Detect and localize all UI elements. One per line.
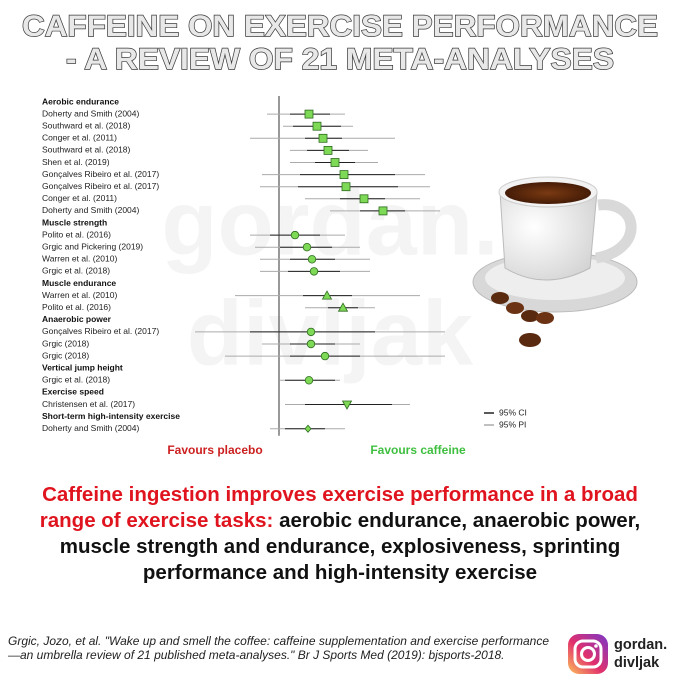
row-label: Warren et al. (2010) — [42, 254, 117, 264]
watermark: gordan. — [161, 172, 498, 274]
row-label: Gonçalves Ribeiro et al. (2017) — [42, 326, 159, 336]
group-label: Aerobic endurance — [42, 96, 119, 106]
title-line: - A REVIEW OF 21 META-ANALYSES — [66, 43, 614, 76]
row-label: Doherty and Smith (2004) — [42, 205, 139, 215]
marker — [312, 121, 322, 131]
row-label: Grgic (2018) — [42, 350, 89, 360]
marker — [378, 206, 388, 216]
instagram-icon — [568, 634, 608, 674]
marker — [341, 182, 351, 192]
group-label: Anaerobic power — [42, 314, 112, 324]
marker — [304, 424, 312, 433]
marker — [290, 230, 300, 240]
marker — [337, 302, 349, 312]
marker — [320, 351, 330, 361]
infographic: gordan. divljak CAFFEINE ON EXERCISE PER… — [21, 9, 658, 457]
legend-label: 95% CI — [499, 407, 527, 417]
row-label: Southward et al. (2018) — [42, 120, 131, 130]
row-label: Gonçalves Ribeiro et al. (2017) — [42, 181, 159, 191]
row-label: Conger et al. (2011) — [42, 193, 117, 203]
row-label: Southward et al. (2018) — [42, 145, 131, 155]
summary-text: aerobic endurance, anaerobic power, musc… — [59, 509, 641, 584]
row-label: Grgic et al. (2018) — [42, 375, 110, 385]
marker — [304, 376, 314, 385]
row-label: Christensen et al. (2017) — [42, 399, 135, 409]
group-label: Muscle strength — [42, 217, 107, 227]
row-label: Doherty and Smith (2004) — [42, 423, 139, 433]
row-label: Doherty and Smith (2004) — [42, 108, 139, 118]
citation: Grgic, Jozo, et al. "Wake up and smell t… — [8, 634, 549, 662]
direction-label: Favours caffeine — [370, 443, 466, 457]
row-label: Conger et al. (2011) — [42, 133, 117, 143]
marker — [359, 194, 369, 204]
marker — [339, 170, 349, 180]
marker — [341, 400, 353, 410]
marker — [307, 255, 317, 264]
marker — [304, 109, 314, 119]
title-line: CAFFEINE ON EXERCISE PERFORMANCE — [22, 10, 658, 43]
row-label: Polito et al. (2016) — [42, 229, 111, 239]
row-label: Grgic and Pickering (2019) — [42, 241, 143, 251]
marker — [323, 145, 333, 155]
row-label: Gonçalves Ribeiro et al. (2017) — [42, 169, 159, 179]
handle-line: divljak — [614, 655, 660, 671]
legend-label: 95% PI — [499, 419, 526, 429]
marker — [330, 158, 340, 167]
row-label: Grgic (2018) — [42, 338, 89, 348]
row-label: Polito et al. (2016) — [42, 302, 111, 312]
marker — [309, 267, 319, 276]
row-label: Shen et al. (2019) — [42, 157, 110, 167]
marker — [306, 339, 316, 349]
group-label: Short-term high-intensity exercise — [42, 411, 180, 421]
direction-label: Favours placebo — [167, 443, 262, 457]
row-label: Warren et al. (2010) — [42, 290, 117, 300]
marker — [302, 242, 312, 252]
marker — [306, 327, 316, 337]
group-label: Vertical jump height — [42, 362, 123, 372]
marker — [321, 290, 333, 300]
handle: gordan. divljak — [614, 636, 667, 672]
group-label: Muscle endurance — [42, 278, 116, 288]
coffee-cup-illustration — [472, 176, 638, 347]
row-label: Grgic et al. (2018) — [42, 266, 110, 276]
marker — [318, 133, 328, 143]
handle-line: gordan. — [614, 637, 668, 653]
group-label: Exercise speed — [42, 387, 104, 397]
summary-highlight: Caffeine ingestion improves exercise per… — [39, 483, 638, 532]
summary: Caffeine ingestion improves exercise per… — [15, 482, 665, 586]
